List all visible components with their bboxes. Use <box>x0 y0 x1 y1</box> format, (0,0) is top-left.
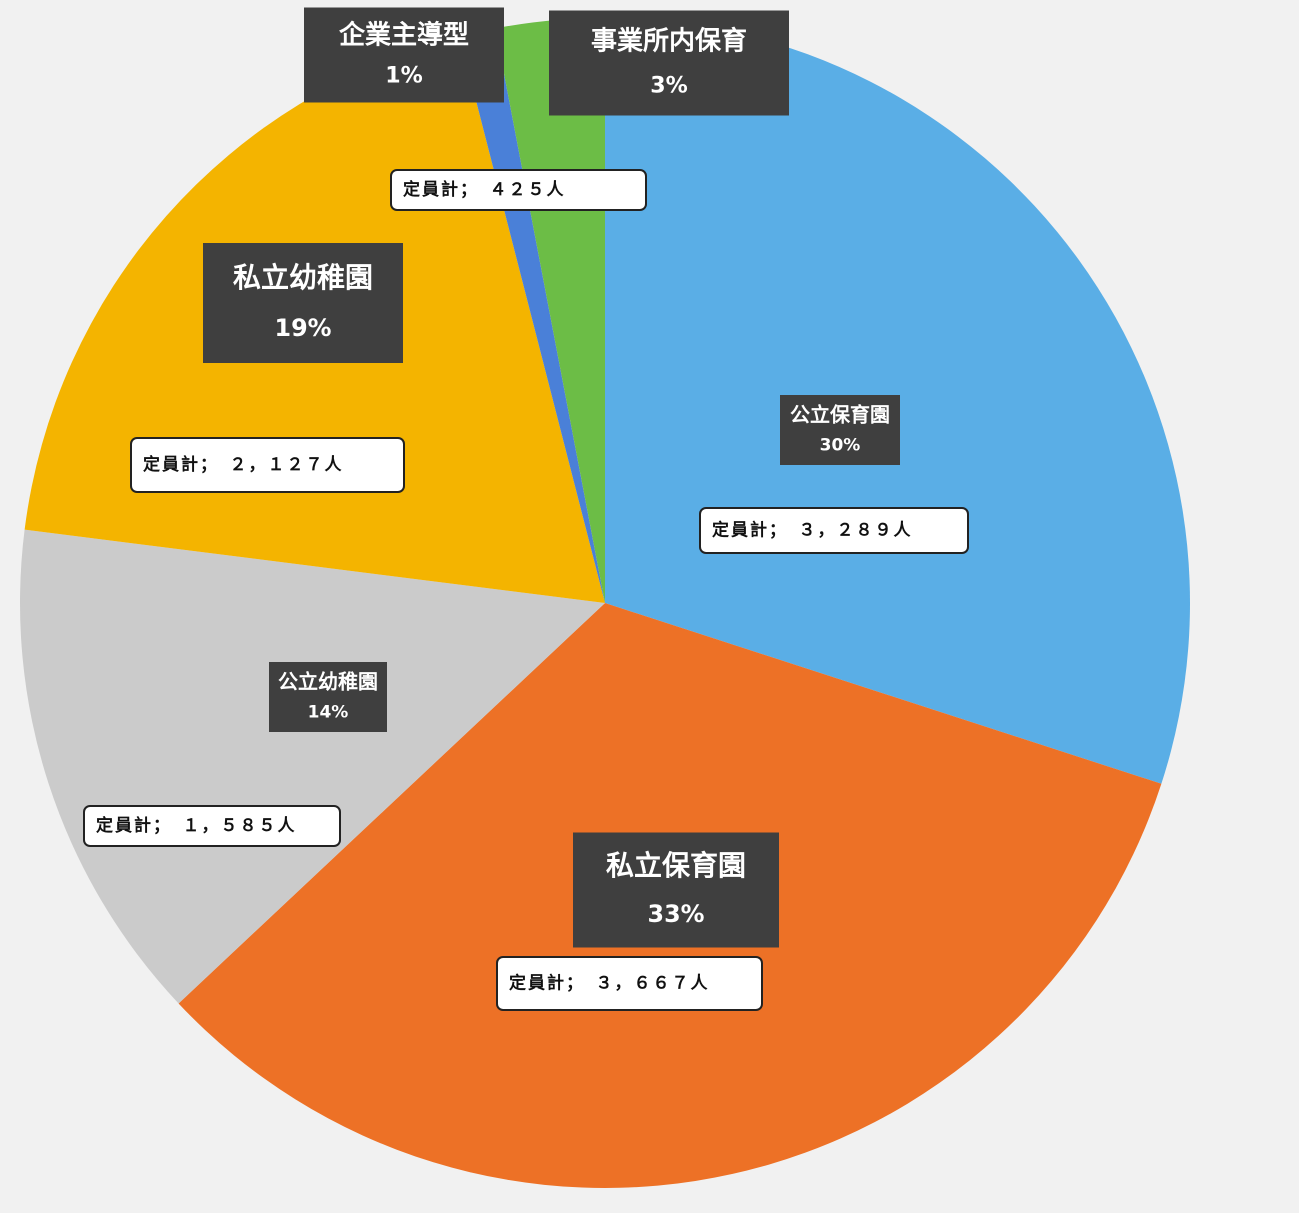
category-label: 公立保育園 <box>790 403 890 427</box>
category-label: 公立幼稚園 <box>278 670 378 694</box>
label-box <box>269 662 387 732</box>
annotation: 定員計； ３，６６７人 <box>509 973 710 994</box>
value-label: 30% <box>820 435 861 455</box>
value-label: 14% <box>308 702 349 722</box>
category-label: 企業主導型 <box>339 20 469 51</box>
label-box <box>573 832 779 948</box>
label-box <box>780 395 900 465</box>
label-box <box>304 7 504 103</box>
value-label: 3% <box>650 73 688 99</box>
annotation-box <box>130 437 405 493</box>
value-label: 1% <box>385 62 423 88</box>
value-label: 33% <box>648 900 705 928</box>
annotation: 定員計； ２，１２７人 <box>143 454 344 475</box>
annotation-box <box>496 956 763 1011</box>
annotation: 定員計； ４２５人 <box>403 179 566 200</box>
value-label: 19% <box>275 314 332 342</box>
annotation-box <box>699 507 969 554</box>
annotation-box <box>390 169 647 211</box>
category-label: 私立保育園 <box>606 849 746 882</box>
pie-slice <box>19 529 606 1004</box>
annotation: 定員計； ３，２８９人 <box>712 520 913 541</box>
annotation-box <box>83 805 341 847</box>
label-box <box>203 243 403 363</box>
category-label: 事業所内保育 <box>591 26 747 57</box>
pie-slice <box>495 18 605 603</box>
annotation: 定員計； １，５８５人 <box>96 815 297 836</box>
label-box <box>549 10 789 116</box>
category-label: 私立幼稚園 <box>233 261 373 294</box>
